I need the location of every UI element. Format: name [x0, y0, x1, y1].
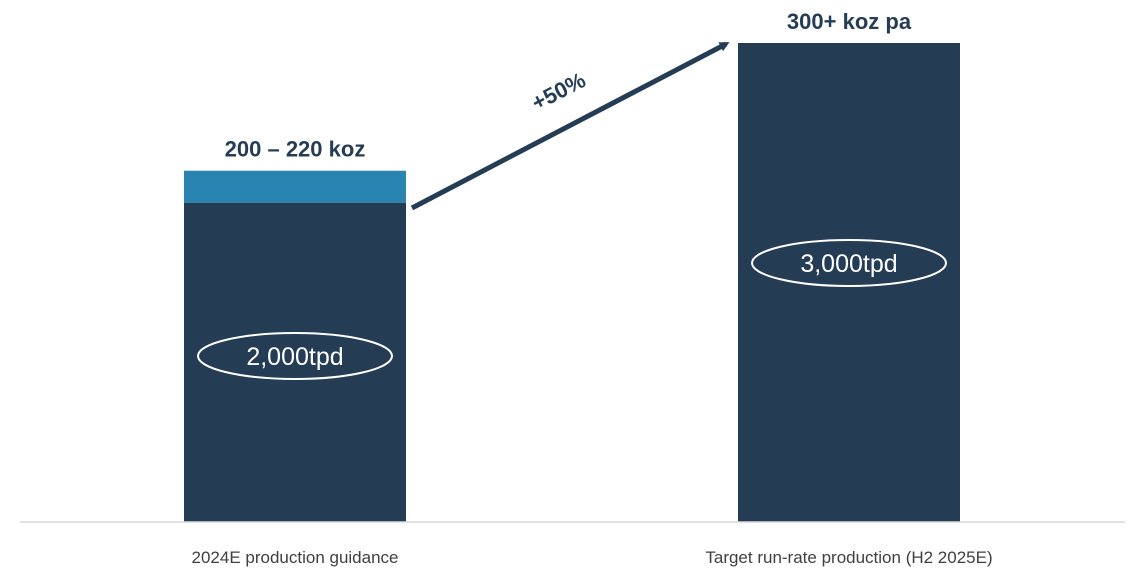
capacity-label: 3,000tpd — [800, 250, 897, 278]
data-label: 200 – 220 koz — [225, 137, 366, 162]
x-tick-label: 2024E production guidance — [192, 548, 399, 567]
growth-arrow — [410, 41, 730, 211]
growth-label: +50% — [528, 67, 590, 115]
capacity-ellipse — [751, 239, 947, 287]
x-tick-label: Target run-rate production (H2 2025E) — [705, 548, 992, 567]
bar-1 — [184, 202, 406, 522]
data-label: 300+ koz pa — [787, 9, 912, 34]
bar-2 — [738, 43, 960, 522]
capacity-ellipse — [197, 332, 393, 380]
bars-layer — [184, 43, 960, 522]
bar-range-segment-1 — [184, 170, 406, 203]
capacity-label: 2,000tpd — [246, 343, 343, 371]
labels-layer: 2024E production guidance 200 – 220 koz 2,… — [192, 9, 993, 567]
